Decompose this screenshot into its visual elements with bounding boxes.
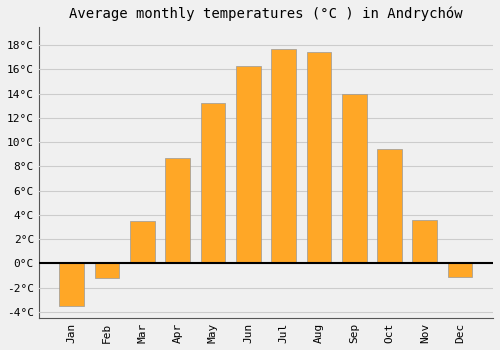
Bar [342,93,366,263]
Bar [412,220,437,263]
Bar [306,52,331,263]
Bar [130,221,155,263]
Bar [236,65,260,263]
Bar [200,103,226,263]
Bar [166,158,190,263]
Bar [271,49,296,263]
Title: Average monthly temperatures (°C ) in Andrychów: Average monthly temperatures (°C ) in An… [69,7,462,21]
Bar [94,263,120,278]
Bar [448,263,472,277]
Bar [377,149,402,263]
Bar [60,263,84,306]
